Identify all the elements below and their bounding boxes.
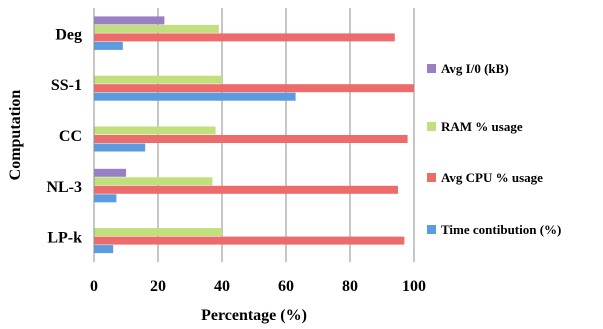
bar bbox=[94, 84, 414, 93]
bar bbox=[94, 245, 114, 254]
x-tick-label: 100 bbox=[402, 278, 426, 295]
bar-series bbox=[94, 16, 414, 254]
legend-label: Avg I/0 (kB) bbox=[441, 61, 509, 76]
bar bbox=[94, 126, 216, 135]
legend-swatch bbox=[427, 225, 436, 234]
bar bbox=[94, 236, 405, 245]
y-tick-label: NL-3 bbox=[46, 179, 82, 196]
legend-label: RAM % usage bbox=[441, 119, 523, 134]
bar bbox=[94, 177, 213, 186]
legend: Avg I/0 (kB) RAM % usage Avg CPU % usage Ti… bbox=[427, 61, 561, 237]
bar bbox=[94, 92, 296, 101]
bar bbox=[94, 16, 165, 25]
legend-swatch bbox=[427, 64, 436, 73]
bar bbox=[94, 33, 395, 42]
y-tick-label: SS-1 bbox=[51, 77, 82, 94]
legend-swatch bbox=[427, 122, 436, 131]
x-tick-label: 80 bbox=[342, 278, 358, 295]
x-tick-label: 20 bbox=[150, 278, 166, 295]
bar bbox=[94, 41, 123, 50]
x-axis-title: Percentage (%) bbox=[201, 307, 307, 324]
legend-label: Avg CPU % usage bbox=[441, 170, 543, 185]
y-tick-label: CC bbox=[59, 128, 82, 145]
bar bbox=[94, 135, 408, 143]
legend-label: Time contibution (%) bbox=[441, 222, 561, 237]
bar bbox=[94, 75, 222, 84]
y-tick-label: Deg bbox=[55, 26, 82, 43]
y-tick-label: LP-k bbox=[47, 230, 82, 247]
bar bbox=[94, 143, 146, 152]
x-tick-label: 0 bbox=[90, 278, 98, 295]
x-axis-ticks: 0 20 40 60 80 100 bbox=[90, 278, 426, 295]
bar bbox=[94, 185, 398, 194]
bar bbox=[94, 194, 117, 203]
bar bbox=[94, 168, 126, 177]
legend-swatch bbox=[427, 173, 436, 182]
x-tick-label: 40 bbox=[214, 278, 230, 295]
y-axis-title: Computation bbox=[7, 90, 24, 181]
y-axis-ticks: Deg SS-1 CC NL-3 LP-k bbox=[46, 26, 82, 246]
bar bbox=[94, 228, 222, 237]
x-tick-label: 60 bbox=[278, 278, 294, 295]
bar bbox=[94, 24, 219, 33]
